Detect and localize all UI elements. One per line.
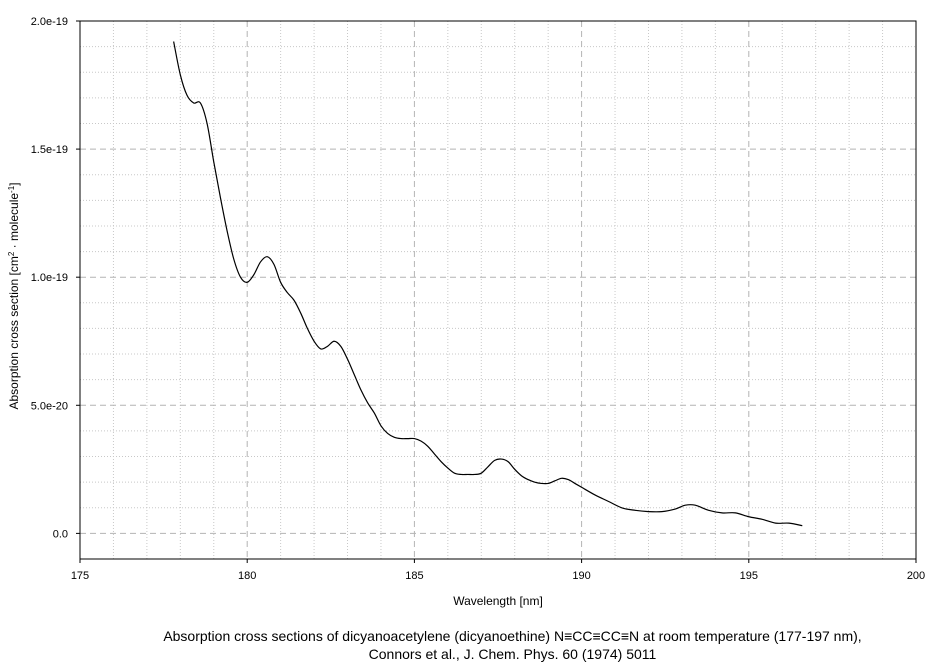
y-tick-label: 2.0e-19 (31, 16, 68, 28)
series-line (173, 41, 803, 527)
x-tick-label: 185 (405, 570, 423, 582)
y-axis-title-end: ] (7, 182, 21, 185)
x-tick-label: 190 (572, 570, 590, 582)
y-tick-label: 1.0e-19 (31, 272, 68, 284)
plot-frame (79, 20, 917, 560)
y-tick-label: 1.5e-19 (31, 144, 68, 156)
x-axis-title: Wavelength [nm] (453, 594, 543, 608)
ticks: 175 180 185 190 195 200 0.0 5.0e-20 1.0e-19 1.5e-… (31, 16, 925, 582)
y-axis-title: Absorption cross section [cm2 · molecule… (7, 182, 22, 409)
grid (80, 21, 916, 559)
y-axis-title-sup2: -1 (7, 185, 16, 193)
x-tick-label: 180 (238, 570, 256, 582)
y-axis-title-sup1: 2 (7, 251, 16, 256)
caption-line-2: Connors et al., J. Chem. Phys. 60 (1974)… (368, 646, 657, 662)
y-axis-title-base: Absorption cross section [cm (7, 256, 21, 409)
x-tick-label: 175 (71, 570, 89, 582)
x-tick-label: 195 (740, 570, 758, 582)
y-tick-label: 5.0e-20 (31, 400, 68, 412)
absorption-chart: 175 180 185 190 195 200 0.0 5.0e-20 1.0e-19 1.5e-… (7, 16, 926, 608)
series-layer (173, 41, 803, 527)
y-axis-title-mid: · molecule (7, 193, 21, 252)
x-tick-label: 200 (907, 570, 925, 582)
y-tick-label: 0.0 (53, 528, 68, 540)
caption-line-1: Absorption cross sections of dicyanoacet… (163, 628, 862, 644)
